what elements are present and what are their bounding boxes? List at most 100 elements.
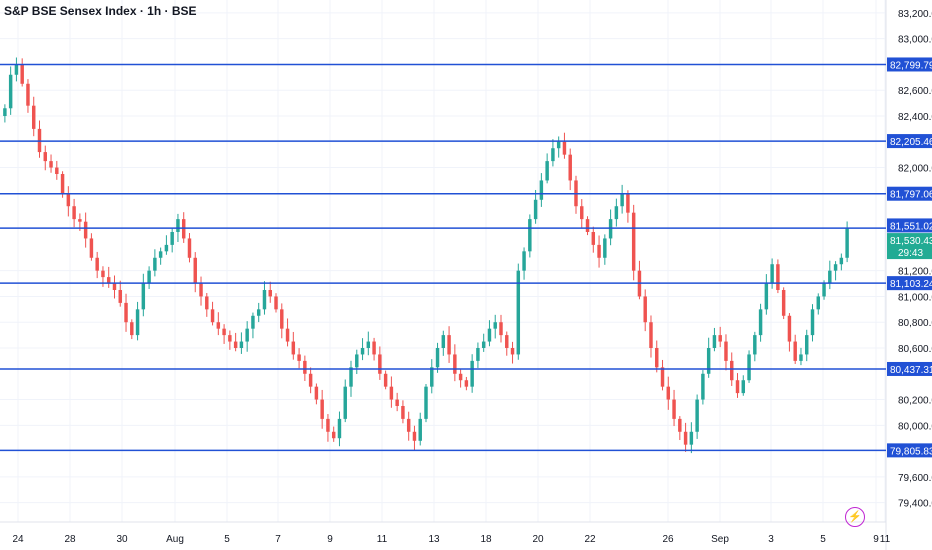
level-label-bg <box>887 57 932 72</box>
candle-body <box>533 199 538 220</box>
candle-body <box>135 309 140 336</box>
candle-body <box>210 309 215 323</box>
candle-body <box>280 309 284 329</box>
candle-body <box>730 360 734 381</box>
candle-body <box>793 341 797 361</box>
candle-body <box>758 309 763 336</box>
level-label-bg <box>887 186 932 201</box>
candle-body <box>724 341 728 361</box>
candle-body <box>603 238 607 258</box>
candle-body <box>499 322 503 336</box>
candle-body <box>545 161 549 181</box>
x-tick-label: 26 <box>662 534 674 545</box>
y-tick-label: 80,200.00 <box>898 396 932 407</box>
candle-body <box>424 386 428 419</box>
candle-body <box>43 152 47 162</box>
x-tick-label: 5 <box>224 534 230 545</box>
level-label-bg <box>887 276 932 291</box>
candle-body <box>14 64 19 75</box>
candle-body <box>147 270 151 284</box>
countdown-label: 29:43 <box>898 248 923 259</box>
x-tick-label: 20 <box>532 534 544 545</box>
x-tick-label: 11 <box>880 534 891 545</box>
candle-body <box>170 232 174 245</box>
x-tick-label: Aug <box>166 534 184 545</box>
candle-body <box>72 206 76 220</box>
y-tick-label: 80,000.00 <box>898 421 932 432</box>
candle-body <box>631 212 636 271</box>
candle-body <box>251 315 255 329</box>
candle-body <box>551 148 555 162</box>
candle-body <box>689 431 694 445</box>
level-label: 81,797.06 <box>890 190 932 201</box>
candle-body <box>176 219 180 232</box>
candle-body <box>199 283 203 297</box>
candle-body <box>458 373 463 381</box>
candle-body <box>285 328 290 342</box>
candle-body <box>314 386 319 400</box>
candle-body <box>274 296 278 310</box>
candle-body <box>505 335 509 348</box>
candle-body <box>447 335 451 355</box>
candle-body <box>712 335 717 348</box>
candle-body <box>256 309 261 316</box>
candle-body <box>158 251 163 258</box>
level-label-bg <box>887 443 932 458</box>
candle-body <box>735 380 740 394</box>
x-tick-label: 9 <box>873 534 879 545</box>
candle-body <box>822 283 826 297</box>
candle-body <box>378 354 382 374</box>
candle-body <box>320 399 324 419</box>
y-tick-label: 82,600.00 <box>898 86 932 97</box>
y-tick-label: 82,000.00 <box>898 164 932 175</box>
candle-body <box>516 270 521 355</box>
candle-body <box>360 348 365 355</box>
candle-body <box>26 83 30 106</box>
candle-body <box>95 257 99 271</box>
candle-body <box>464 380 469 387</box>
candle-body <box>568 154 572 181</box>
candle-body <box>481 341 486 348</box>
candle-body <box>453 354 457 374</box>
candle-body <box>106 277 111 284</box>
candle-body <box>262 290 267 310</box>
candle-body <box>678 418 682 432</box>
lightning-icon[interactable]: ⚡ <box>845 507 865 527</box>
candle-body <box>655 348 659 368</box>
candle-body <box>141 283 146 310</box>
candle-body <box>839 257 844 265</box>
y-tick-label: 83,000.00 <box>898 35 932 46</box>
candle-body <box>118 290 122 303</box>
candle-body <box>130 322 134 336</box>
candle-body <box>401 406 405 419</box>
x-tick-label: 30 <box>116 534 128 545</box>
candle-body <box>308 373 313 387</box>
candle-body <box>89 238 94 258</box>
candle-body <box>591 232 596 245</box>
candle-body <box>366 341 371 348</box>
candle-body <box>20 64 24 84</box>
candle-body <box>239 341 244 348</box>
candle-body <box>83 221 88 239</box>
candle-body <box>66 193 71 207</box>
candle-body <box>124 302 128 323</box>
candle-body <box>430 367 434 387</box>
candle-body <box>297 354 301 361</box>
price-label-bg <box>887 218 932 233</box>
candle-body <box>49 161 53 168</box>
candle-body <box>268 290 272 297</box>
y-tick-label: 79,600.00 <box>898 473 932 484</box>
candle-body <box>487 328 492 342</box>
candle-body <box>3 108 7 116</box>
level-label-bg <box>887 134 932 149</box>
candle-body <box>643 296 647 323</box>
candle-body <box>326 418 330 432</box>
level-label: 82,205.46 <box>890 137 932 148</box>
candle-body <box>666 386 671 400</box>
x-tick-label: 18 <box>480 534 492 545</box>
candle-body <box>395 399 399 406</box>
candle-body <box>412 431 417 441</box>
candle-body <box>101 270 105 278</box>
candle-body <box>781 290 786 316</box>
